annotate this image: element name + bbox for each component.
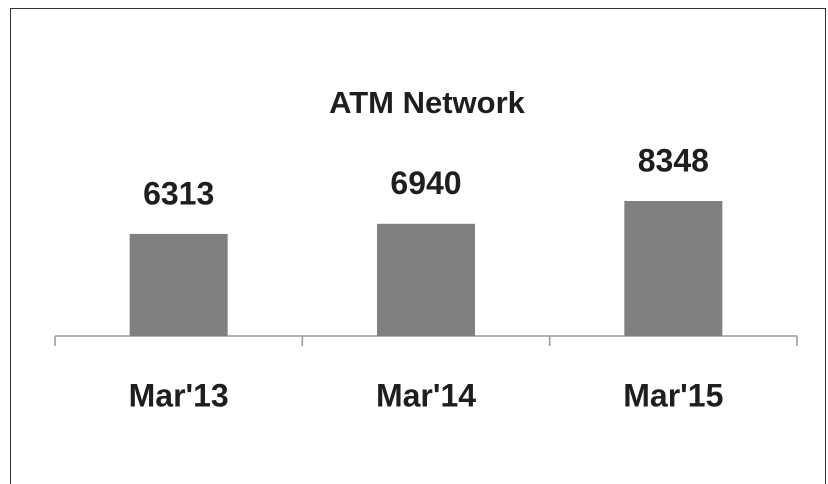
value-label: 8348: [638, 142, 709, 178]
value-label: 6313: [143, 175, 214, 211]
chart-title: ATM Network: [329, 85, 526, 120]
x-tick-label: Mar'13: [129, 377, 229, 413]
x-tick-label: Mar'14: [376, 377, 476, 413]
bar: [377, 223, 475, 336]
bar: [129, 233, 228, 336]
value-label: 6940: [390, 165, 461, 201]
chart-border: [10, 8, 826, 484]
x-tick-label: Mar'15: [623, 377, 723, 413]
bar: [624, 201, 723, 336]
